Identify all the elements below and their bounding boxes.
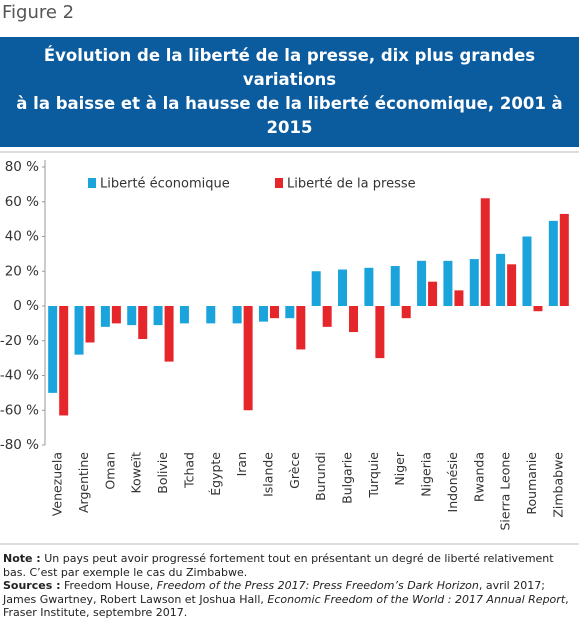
bar <box>48 306 58 393</box>
bar <box>127 306 137 326</box>
x-tick-label: Sierra Leone <box>498 452 513 531</box>
bar <box>322 306 332 327</box>
sources: Sources : Freedom House, Freedom of the … <box>3 579 575 620</box>
note-label: Note : <box>3 552 41 565</box>
bar <box>179 306 189 324</box>
bar <box>443 260 453 306</box>
y-tick-label: 60 % <box>5 194 39 210</box>
bar <box>469 259 479 306</box>
x-tick-label: Niger <box>392 451 407 485</box>
x-tick-label: Oman <box>102 452 117 490</box>
x-tick-label: Roumanie <box>524 452 539 515</box>
notes: Note : Un pays peut avoir progressé fort… <box>3 552 575 620</box>
note-text: Un pays peut avoir progressé fortement t… <box>3 552 554 579</box>
bar <box>100 306 110 327</box>
x-tick-label: Rwanda <box>471 452 486 502</box>
legend-swatch <box>275 178 283 188</box>
bar <box>85 306 95 343</box>
bar <box>111 306 121 324</box>
bar <box>138 306 148 340</box>
chart: -80 % -60 % -40 % -20 % 0 % 20 % 40 % 60 % 80 % V… <box>0 151 579 545</box>
source-text: , avril 2017; James Gwartney, Robert Law… <box>3 579 545 606</box>
bar <box>480 198 490 306</box>
x-tick-label: Bulgarie <box>340 452 355 504</box>
bar <box>164 306 174 362</box>
x-tick-label: Zimbabwe <box>550 452 565 518</box>
bar <box>375 306 385 359</box>
x-tick-label: Bolivie <box>155 452 170 494</box>
y-tick-label: -20 % <box>0 333 39 349</box>
bar <box>285 306 295 319</box>
y-tick-label: -40 % <box>0 368 39 384</box>
bar <box>243 306 253 411</box>
bar <box>269 306 279 319</box>
bar <box>522 236 532 306</box>
x-tick-label: Venezuela <box>50 452 65 516</box>
source-text: Freedom House, <box>64 579 157 592</box>
title-line: Évolution de la liberté de la presse, di… <box>43 46 536 89</box>
bar <box>548 220 558 306</box>
x-tick-label: Burundi <box>313 452 328 501</box>
bar <box>454 290 464 306</box>
bar <box>349 306 359 333</box>
y-tick-label: 20 % <box>5 263 39 279</box>
bar <box>206 306 216 324</box>
legend-swatch <box>88 178 96 188</box>
x-tick-label: Tchad <box>181 452 196 489</box>
note: Note : Un pays peut avoir progressé fort… <box>3 552 575 579</box>
bar <box>311 271 321 306</box>
bar <box>364 267 374 306</box>
bar <box>258 306 268 322</box>
sources-label: Sources : <box>3 579 61 592</box>
source-text: , Fraser Institute, septembre 2017. <box>3 592 569 620</box>
y-tick-label: 80 % <box>5 159 39 175</box>
x-tick-label: Égypte <box>208 452 223 496</box>
bar <box>59 306 69 416</box>
y-tick-label: -80 % <box>0 437 39 453</box>
figure-label: Figure 2 <box>2 2 75 23</box>
title-box: Évolution de la liberté de la presse, di… <box>0 37 579 147</box>
bar <box>428 281 438 306</box>
bar <box>401 306 411 319</box>
bar <box>232 306 242 324</box>
bar <box>153 306 163 326</box>
legend-label: Liberté de la presse <box>287 177 416 192</box>
x-tick-label: Indonésie <box>445 452 460 513</box>
bar <box>338 269 348 306</box>
y-tick-label: 0 % <box>13 298 39 314</box>
bar <box>559 213 569 306</box>
legend-label: Liberté économique <box>100 177 230 192</box>
x-tick-label: Islande <box>260 452 275 497</box>
bar <box>296 306 306 350</box>
bar <box>507 264 517 306</box>
x-tick-label: Grèce <box>287 452 302 489</box>
x-tick-label: Koweït <box>129 452 144 494</box>
bar <box>533 306 543 312</box>
x-tick-label: Argentine <box>76 452 91 513</box>
x-tick-label: Nigeria <box>419 452 434 497</box>
y-tick-label: -60 % <box>0 402 39 418</box>
bar <box>417 260 427 306</box>
source-title: Economic Freedom of the World : 2017 Ann… <box>267 592 566 606</box>
source-title: Freedom of the Press 2017: Press Freedom… <box>156 579 479 592</box>
bar <box>74 306 84 355</box>
y-tick-label: 40 % <box>5 229 39 245</box>
bar <box>390 266 400 306</box>
x-tick-label: Turquie <box>366 452 381 499</box>
title-line: à la baisse et à la hausse de la liberté… <box>16 94 563 137</box>
x-tick-label: Iran <box>234 452 249 476</box>
bar <box>496 253 506 306</box>
